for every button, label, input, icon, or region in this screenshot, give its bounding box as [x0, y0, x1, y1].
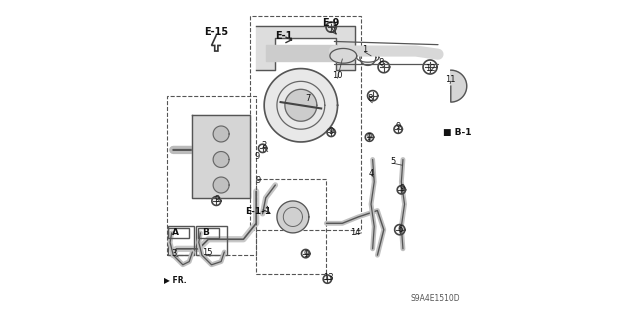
Polygon shape: [213, 126, 229, 142]
Text: 9: 9: [328, 127, 334, 136]
Bar: [168, 226, 194, 255]
Polygon shape: [330, 48, 356, 63]
Text: 9: 9: [303, 250, 309, 259]
Text: ▶ FR.: ▶ FR.: [164, 275, 186, 284]
Text: 10: 10: [332, 71, 343, 80]
Polygon shape: [213, 152, 229, 167]
Polygon shape: [451, 70, 467, 102]
Text: 15: 15: [202, 249, 213, 257]
Text: 9: 9: [214, 195, 220, 204]
Text: 9: 9: [255, 152, 260, 161]
Text: B: B: [202, 228, 209, 237]
Text: 9: 9: [255, 176, 260, 185]
Text: E-1-1: E-1-1: [244, 207, 271, 216]
Text: ■ B-1: ■ B-1: [443, 128, 471, 137]
Polygon shape: [193, 115, 250, 198]
Bar: [168, 228, 189, 238]
Polygon shape: [264, 69, 337, 142]
Text: E-1: E-1: [276, 31, 293, 41]
Polygon shape: [285, 89, 317, 121]
Text: S9A4E1510D: S9A4E1510D: [410, 294, 460, 303]
Text: 13: 13: [323, 273, 333, 282]
Text: E-9: E-9: [323, 18, 340, 28]
Text: 1: 1: [362, 45, 367, 54]
Text: 4: 4: [369, 169, 374, 178]
Text: 11: 11: [445, 75, 456, 84]
Bar: [198, 228, 219, 238]
Text: A: A: [172, 228, 179, 237]
Text: 14: 14: [350, 228, 360, 237]
Text: 9: 9: [396, 122, 401, 131]
Text: 2: 2: [262, 141, 267, 150]
Text: 9: 9: [399, 184, 404, 193]
Text: 12: 12: [426, 64, 436, 73]
Polygon shape: [277, 201, 309, 233]
Bar: [250, 16, 362, 230]
Bar: [196, 226, 227, 255]
Text: 8: 8: [378, 58, 383, 67]
Text: 6: 6: [397, 225, 403, 234]
Polygon shape: [256, 26, 355, 70]
Polygon shape: [213, 177, 229, 193]
Text: 3: 3: [172, 249, 177, 258]
Bar: [167, 96, 256, 255]
Text: 5: 5: [391, 157, 396, 166]
Text: 7: 7: [305, 94, 310, 103]
Bar: [256, 179, 326, 274]
Text: 9: 9: [366, 133, 371, 142]
Text: 8: 8: [368, 94, 373, 103]
Text: E-15: E-15: [204, 27, 228, 37]
